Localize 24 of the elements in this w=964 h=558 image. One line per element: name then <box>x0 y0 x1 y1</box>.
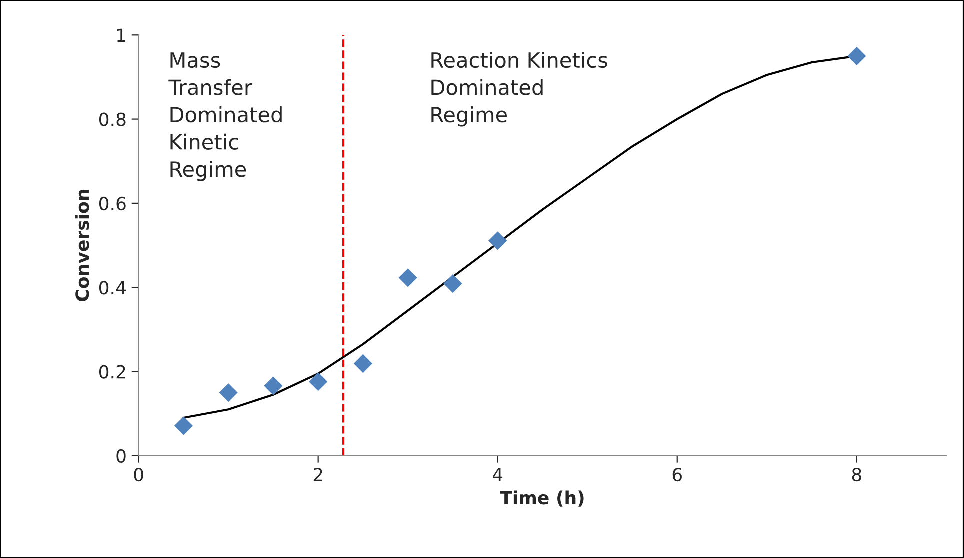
x-tick-label: 0 <box>134 468 144 482</box>
point <box>219 383 238 402</box>
point <box>309 372 328 392</box>
x-tick-label: 6 <box>672 468 682 482</box>
x-tick-label: 2 <box>314 468 322 482</box>
point <box>174 416 194 436</box>
point <box>848 46 866 66</box>
annotation: Mass Transfer Dominated Kinetic Regime <box>168 52 282 182</box>
x-tick-label: 4 <box>492 468 503 482</box>
point <box>398 268 418 288</box>
annotation: Reaction Kinetics Dominated Regime <box>432 52 608 127</box>
point <box>354 354 373 374</box>
point <box>264 376 283 396</box>
y-tick-label: 1 <box>118 28 126 42</box>
y-tick-label: 0.2 <box>99 365 126 379</box>
point <box>444 274 462 294</box>
x-tick-label: 8 <box>852 468 862 482</box>
y-tick-label: 0 <box>116 449 126 463</box>
x-axis-title: Time (h) <box>500 490 584 507</box>
y-tick-label: 0.8 <box>99 112 126 126</box>
point <box>488 232 508 250</box>
y-tick-label: 0.4 <box>99 281 126 295</box>
y-axis-title: Conversion <box>75 190 90 302</box>
y-tick-label: 0.6 <box>99 196 126 211</box>
